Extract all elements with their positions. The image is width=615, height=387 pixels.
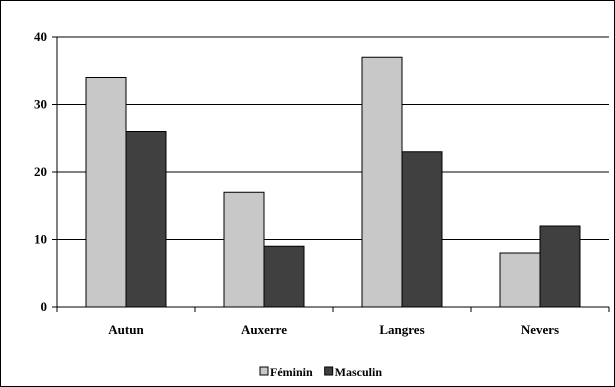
y-tick-label: 10 [34,232,47,247]
bar-masculin-autun [125,131,167,308]
bar-féminin-autun [85,77,127,308]
category-label: Auxerre [241,322,287,337]
bar-masculin-auxerre [263,245,305,308]
y-tick-label: 0 [41,299,48,314]
bar-masculin-nevers [539,225,581,308]
y-tick-label: 40 [34,29,47,44]
legend: Féminin Masculin [259,365,383,379]
bar-féminin-langres [361,56,403,308]
bar-masculin-langres [401,151,443,308]
y-tick-label: 30 [34,97,47,112]
legend-swatch-féminin [259,366,269,376]
y-tick-label: 20 [34,164,47,179]
bar-féminin-nevers [499,252,541,308]
category-label: Langres [379,322,424,337]
legend-label: Masculin [335,365,383,379]
category-label: Autun [108,322,144,337]
axes [52,36,610,312]
legend-swatch-masculin [324,366,334,376]
bar-féminin-auxerre [223,191,265,308]
bars [85,56,581,308]
legend-label: Féminin [270,365,313,379]
category-label: Nevers [521,322,559,337]
category-labels: Autun Auxerre Langres Nevers [108,322,559,337]
y-tick-labels: 0 10 20 30 40 [34,29,47,314]
